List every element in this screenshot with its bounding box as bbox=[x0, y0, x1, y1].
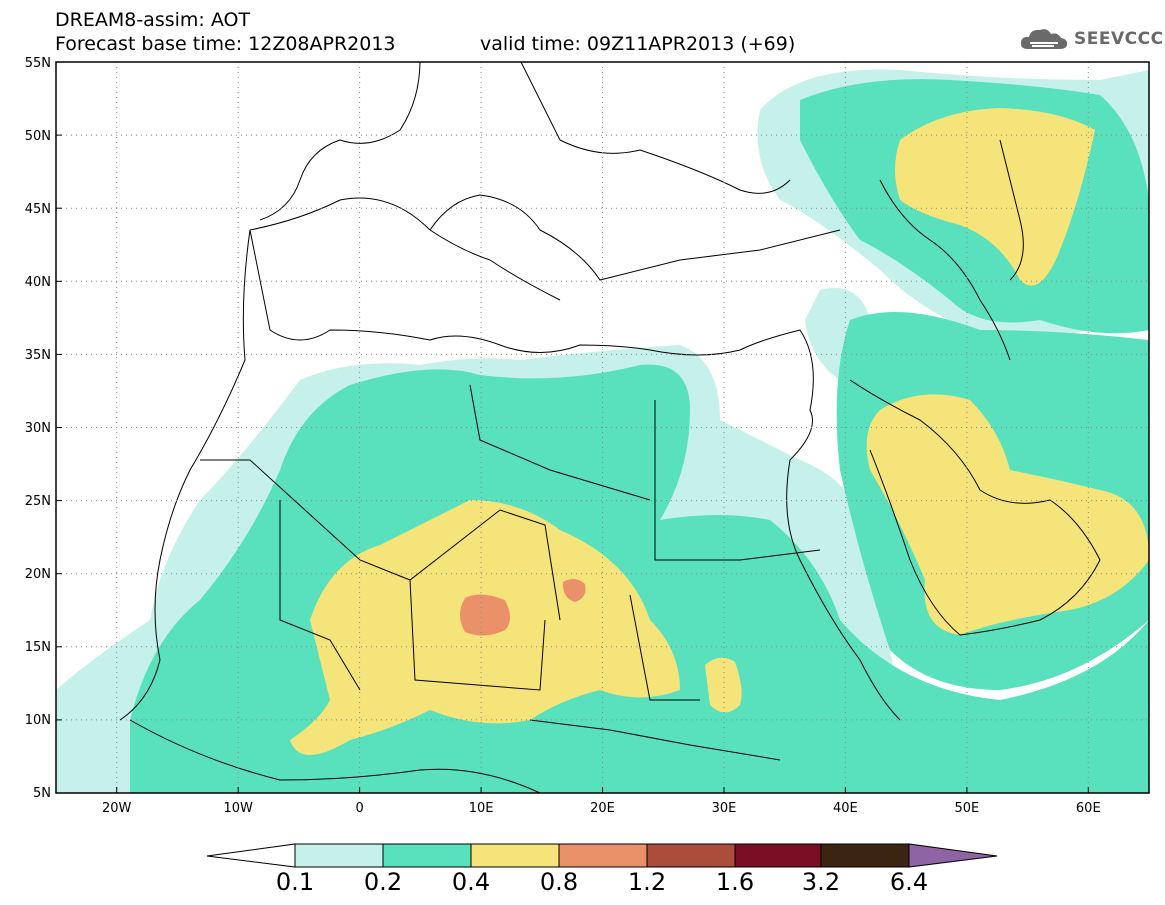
lat-label: 10N bbox=[25, 713, 51, 728]
tick-marks bbox=[56, 134, 1089, 793]
colorbar-label: 0.4 bbox=[451, 868, 491, 896]
title-line-1: DREAM8-assim: AOT bbox=[55, 9, 251, 31]
lon-labels: 20W 10W 0 10E 20E 30E 40E 50E 60E bbox=[102, 801, 1101, 816]
colorbar-bin bbox=[558, 843, 648, 868]
lat-label: 30N bbox=[25, 421, 51, 436]
aot-field bbox=[56, 62, 1149, 793]
lat-label: 5N bbox=[33, 786, 51, 801]
lon-label: 10W bbox=[223, 801, 253, 816]
colorbar-bin bbox=[734, 843, 822, 868]
colorbar bbox=[206, 843, 998, 868]
colorbar-bin bbox=[820, 843, 910, 868]
lon-label: 20W bbox=[102, 801, 132, 816]
colorbar-label: 1.2 bbox=[627, 868, 667, 896]
title-line-2: Forecast base time: 12Z08APR2013 bbox=[55, 33, 396, 55]
aot-band-0.4-arabia bbox=[866, 394, 1149, 635]
colorbar-label: 6.4 bbox=[889, 868, 929, 896]
cloud-icon bbox=[1020, 29, 1068, 49]
lon-label: 30E bbox=[712, 801, 737, 816]
coastlines bbox=[119, 62, 1101, 793]
lon-label: 20E bbox=[590, 801, 615, 816]
lat-labels: 55N 50N 45N 40N 35N 30N 25N 20N 15N 10N … bbox=[25, 56, 51, 801]
colorbar-bin bbox=[382, 843, 472, 868]
colorbar-high-arrow bbox=[908, 843, 998, 868]
lat-label: 20N bbox=[25, 567, 51, 582]
colorbar-bin bbox=[294, 843, 384, 868]
lat-label: 35N bbox=[25, 348, 51, 363]
lon-label: 10E bbox=[469, 801, 494, 816]
colorbar-label: 3.2 bbox=[801, 868, 841, 896]
lon-label: 40E bbox=[833, 801, 858, 816]
logo-text: SEEVCCC bbox=[1074, 29, 1164, 49]
lat-label: 25N bbox=[25, 494, 51, 509]
lon-label: 50E bbox=[955, 801, 980, 816]
colorbar-label: 0.8 bbox=[539, 868, 579, 896]
aot-band-0.8-b bbox=[562, 578, 586, 602]
lat-label: 50N bbox=[25, 129, 51, 144]
aot-band-0.4-caspian bbox=[895, 108, 1095, 286]
colorbar-low-arrow bbox=[206, 843, 296, 868]
colorbar-bin bbox=[470, 843, 560, 868]
colorbar-label: 1.6 bbox=[715, 868, 755, 896]
lat-label: 15N bbox=[25, 640, 51, 655]
colorbar-label: 0.2 bbox=[363, 868, 403, 896]
valid-time: valid time: 09Z11APR2013 (+69) bbox=[480, 33, 796, 55]
colorbar-label: 0.1 bbox=[275, 868, 315, 896]
graticule bbox=[56, 62, 1149, 793]
lon-label: 60E bbox=[1076, 801, 1101, 816]
seevccc-logo: SEEVCCC bbox=[1018, 24, 1164, 54]
lat-label: 55N bbox=[25, 56, 51, 71]
aot-band-0.4-sudan bbox=[705, 657, 742, 713]
lat-label: 45N bbox=[25, 202, 51, 217]
colorbar-bin bbox=[646, 843, 736, 868]
aot-band-0.8 bbox=[460, 594, 510, 636]
lat-label: 40N bbox=[25, 275, 51, 290]
lon-label: 0 bbox=[355, 801, 363, 816]
